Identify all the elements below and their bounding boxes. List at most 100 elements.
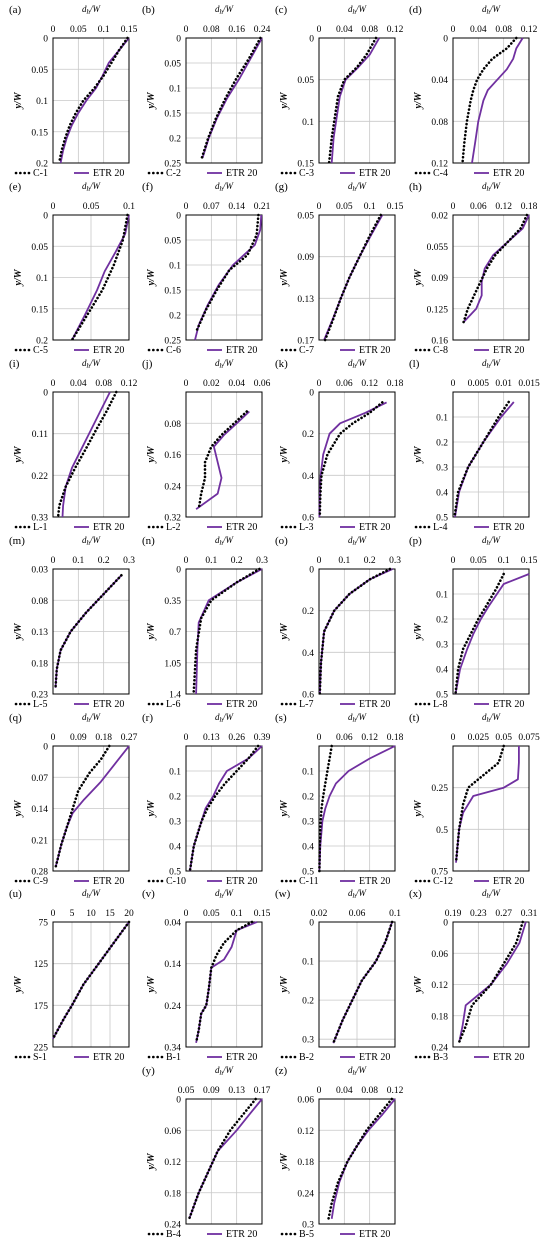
x-tick-label: 0.18 (95, 733, 112, 743)
panel-letter: (u) (9, 888, 22, 900)
series-measured-line (327, 36, 378, 165)
series-measured-line (454, 744, 506, 865)
y-tick-label: 0.24 (164, 482, 181, 492)
x-tick-label: 0.24 (254, 25, 271, 35)
legend-etr-label: ETR 20 (359, 876, 390, 887)
series-measured-line (461, 36, 518, 165)
y-axis-title: y/W (413, 975, 424, 993)
panel-letter: (v) (142, 888, 155, 900)
x-tick-label: 15 (105, 909, 115, 919)
legend-etr-label: ETR 20 (226, 168, 257, 179)
x-tick-label: 0.21 (254, 202, 271, 212)
x-tick-label: 0.08 (203, 25, 220, 35)
y-tick-label: 0.1 (169, 768, 181, 778)
x-axis-title-rest: /W (222, 712, 235, 722)
x-tick-label: 0 (184, 202, 189, 212)
y-tick-label: 0.5 (169, 868, 181, 878)
x-tick-label: 0.12 (361, 733, 378, 743)
x-axis-title-rest: /W (489, 888, 502, 898)
plot-frame (452, 568, 530, 695)
panel-c-7: (g) dh/Wy/W0 0.05 0.1 0.150.050.090.130.17C-… (275, 181, 404, 356)
y-tick-label: 175 (34, 1002, 49, 1012)
y-tick-label: 1.05 (164, 659, 181, 669)
x-axis-title: dh/W (82, 888, 102, 900)
series-measured-line (454, 572, 506, 696)
panel-letter: (h) (409, 181, 422, 193)
y-tick-label: 0.15 (31, 128, 48, 138)
legend-etr-label: ETR 20 (493, 876, 524, 887)
legend-etr-label: ETR 20 (493, 699, 524, 710)
x-axis-title: dh/W (82, 712, 102, 724)
x-tick-label: 0 (51, 556, 56, 566)
y-tick-label: 0.25 (164, 337, 181, 347)
series-etr-line (195, 410, 250, 510)
y-tick-label: 0 (176, 1096, 181, 1106)
legend-measured-label: C-9 (33, 876, 48, 887)
x-tick-label: 0 (51, 202, 56, 212)
legend-etr-label: ETR 20 (93, 876, 124, 887)
y-tick-label: 0.05 (164, 60, 181, 70)
y-axis-title: y/W (13, 622, 24, 640)
x-axis-title-rest: /W (355, 358, 368, 368)
series-etr-line (332, 921, 393, 1044)
y-tick-label: 0.1 (436, 591, 448, 601)
y-tick-label: 0.3 (169, 818, 181, 828)
y-tick-label: 0.4 (436, 666, 448, 676)
y-tick-label: 0.75 (431, 868, 448, 878)
panel-letter: (b) (142, 4, 155, 16)
y-tick-label: 0 (309, 35, 314, 45)
panel-b-3: (x) dh/W y/W 0.19 0.23 0.27 0.31 0 0.06 0.12 0.18 0… (409, 888, 538, 1063)
y-tick-label: 1.4 (169, 691, 181, 701)
y-tick-label: 0.05 (31, 243, 48, 253)
y-tick-label: 0.06 (297, 1096, 314, 1106)
x-axis-title: dh/W (348, 535, 368, 547)
y-tick-label: 0.18 (431, 1012, 448, 1022)
series-measured-line (192, 567, 261, 696)
y-tick-label: 0.1 (436, 414, 448, 424)
x-tick-label: 0.015 (518, 379, 540, 389)
panel-b-2: (w) dh/W y/W 0.02 0.06 0.1 0 0.1 0.2 0.3 B-2 ETR 20 (275, 888, 401, 1063)
legend-etr-label: ETR 20 (226, 876, 257, 887)
x-axis-title-subscript: h (220, 539, 224, 547)
panel-letter: (k) (275, 358, 288, 370)
y-tick-label: 0 (176, 566, 181, 576)
x-axis-title: dh/W (215, 888, 235, 900)
y-tick-label: 125 (34, 960, 49, 970)
x-tick-label: 0.04 (336, 1086, 353, 1096)
x-axis-title: dh/W (348, 712, 368, 724)
x-axis-title-rest: /W (222, 888, 235, 898)
y-tick-label: 0.33 (31, 514, 48, 524)
x-tick-label: 0.06 (336, 733, 353, 743)
x-tick-label: 0.26 (228, 733, 245, 743)
plot-frame (185, 214, 263, 341)
panel-letter: (j) (142, 358, 153, 370)
x-tick-label: 0.08 (95, 379, 112, 389)
x-axis-title-rest: /W (489, 358, 502, 368)
x-tick-label: 0.13 (228, 1086, 245, 1096)
legend-measured-label: L-3 (299, 522, 313, 533)
legend-etr-label: ETR 20 (226, 699, 257, 710)
plot-frame (318, 921, 396, 1048)
x-axis-title: dh/W (215, 181, 235, 193)
plot-frame (185, 921, 263, 1048)
y-tick-label: 0.24 (297, 1189, 314, 1199)
y-axis-title: y/W (413, 268, 424, 286)
y-tick-label: 0.13 (31, 628, 48, 638)
series-measured-line (194, 920, 254, 1045)
y-tick-label: 0.2 (169, 793, 181, 803)
x-tick-label: 0.2 (98, 556, 110, 566)
y-tick-label: 0.5 (436, 826, 448, 836)
x-axis-title-subscript: h (353, 8, 357, 16)
series-etr-line (194, 214, 263, 341)
panel-letter: (p) (409, 535, 422, 547)
y-tick-label: 0.23 (31, 691, 48, 701)
x-tick-label: 0.01 (495, 379, 512, 389)
x-axis-title-rest: /W (355, 1065, 368, 1075)
y-tick-label: 0.12 (431, 981, 448, 991)
y-tick-label: 0.11 (32, 430, 49, 440)
x-axis-title: dh/W (82, 181, 102, 193)
y-tick-label: 0.4 (436, 489, 448, 499)
legend-measured-label: B-1 (166, 1052, 181, 1063)
legend-etr-label: ETR 20 (93, 168, 124, 179)
